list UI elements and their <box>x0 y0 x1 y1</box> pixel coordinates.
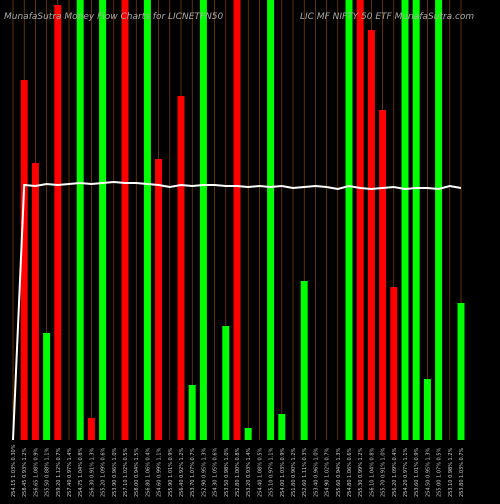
bar <box>76 0 84 440</box>
x-tick-label: 253.50 0.98% 1.0% <box>224 447 230 497</box>
x-tick-label: 254.15 1.03% 0.30% <box>11 444 17 497</box>
bar <box>31 163 39 440</box>
x-tick-label: 258.00 0.94% 1.5% <box>134 447 140 497</box>
bar <box>379 110 387 440</box>
x-tick-label: 254.20 0.97% 1.1% <box>403 447 409 497</box>
chart-title: MunafaSutra Money Flow Charts for LICNET… <box>4 12 224 22</box>
bar <box>43 333 51 440</box>
x-tick-label: 255.60 0.94% 1.3% <box>336 447 342 497</box>
bar <box>20 80 28 440</box>
x-tick-label: 257.10 1.02% 0.5% <box>123 447 129 497</box>
x-tick-label: 255.50 0.88% 1.1% <box>45 447 51 497</box>
x-tick-label: 256.80 1.06% 0.4% <box>145 447 151 497</box>
x-tick-label: 252.80 1.00% 0.8% <box>235 447 241 497</box>
bar <box>121 0 129 440</box>
x-tick-label: 251.80 0.90% 1.2% <box>291 447 297 497</box>
bar <box>177 96 185 440</box>
x-tick-label: 255.30 0.99% 1.2% <box>358 447 364 497</box>
bar <box>367 30 375 440</box>
bar <box>423 379 431 440</box>
x-tick-label: 254.30 1.05% 0.6% <box>213 447 219 497</box>
x-tick-label: 254.75 1.04% 0.8% <box>78 447 84 497</box>
bar <box>54 5 62 440</box>
x-tick-label: 255.20 1.09% 0.6% <box>101 447 107 497</box>
x-tick-label: 256.30 0.91% 1.3% <box>89 447 95 497</box>
bar <box>99 0 107 440</box>
x-tick-label: 258.45 0.93% 1.2% <box>22 447 28 497</box>
x-tick-label: 253.40 0.96% 1.0% <box>313 447 319 497</box>
bar <box>401 0 409 440</box>
x-tick-label: 255.00 1.07% 0.5% <box>437 447 443 497</box>
bar <box>233 0 241 440</box>
x-tick-label: 254.00 1.03% 0.9% <box>280 447 286 497</box>
bar <box>267 0 275 440</box>
x-tick-label: 255.10 0.97% 1.1% <box>269 447 275 497</box>
x-tick-label: 254.50 0.95% 1.3% <box>425 447 431 497</box>
bar <box>390 287 398 440</box>
bar <box>199 0 207 440</box>
x-tick-label: 254.80 1.06% 0.6% <box>347 447 353 497</box>
x-tick-label: 256.65 1.08% 0.9% <box>33 447 39 497</box>
x-tick-label: 252.90 0.95% 1.3% <box>201 447 207 497</box>
bar <box>188 385 196 440</box>
x-tick-label: 255.70 0.91% 1.0% <box>381 447 387 497</box>
bar <box>300 281 308 440</box>
x-tick-label: 256.40 0.92% 1.2% <box>179 447 185 497</box>
bar <box>87 418 95 440</box>
chart-subtitle: LIC MF NIFTY 50 ETF MunafaSutra.com <box>300 12 474 22</box>
bar <box>155 159 163 440</box>
x-tick-label: 256.10 1.04% 0.8% <box>369 447 375 497</box>
bar <box>345 0 353 440</box>
x-tick-label: 253.90 0.96% 1.0% <box>112 447 118 497</box>
bar <box>222 326 230 440</box>
x-tick-label: 256.20 1.09% 0.4% <box>392 447 398 497</box>
x-tick-label: 259.20 1.12% 0.7% <box>56 447 62 497</box>
x-tick-label: 254.60 0.99% 1.1% <box>157 447 163 497</box>
x-tick-label: 255.90 1.01% 0.9% <box>168 447 174 497</box>
bar <box>457 303 465 440</box>
x-tick-label: 253.20 0.93% 1.4% <box>246 447 252 497</box>
bar <box>356 0 364 440</box>
bar <box>435 0 443 440</box>
bar <box>412 0 420 440</box>
x-tick-label: 252.60 1.11% 0.3% <box>302 447 308 497</box>
x-tick-label: 254.40 1.08% 0.5% <box>257 447 263 497</box>
x-tick-label: 254.90 1.02% 0.7% <box>325 447 331 497</box>
x-tick-label: 253.80 1.03% 0.7% <box>459 447 465 497</box>
x-tick-label: 257.40 0.97% 1.4% <box>67 447 73 497</box>
x-tick-label: 253.60 1.01% 0.9% <box>414 447 420 497</box>
x-tick-label: 253.70 1.07% 0.7% <box>190 447 196 497</box>
bar <box>278 414 286 440</box>
x-tick-label: 253.10 0.98% 1.2% <box>448 447 454 497</box>
flow-line <box>12 180 462 441</box>
plot: 254.15 1.03% 0.30% 258.45 0.93% 1.2% 256.6… <box>11 0 465 497</box>
bar <box>244 428 252 440</box>
bar <box>143 0 151 440</box>
